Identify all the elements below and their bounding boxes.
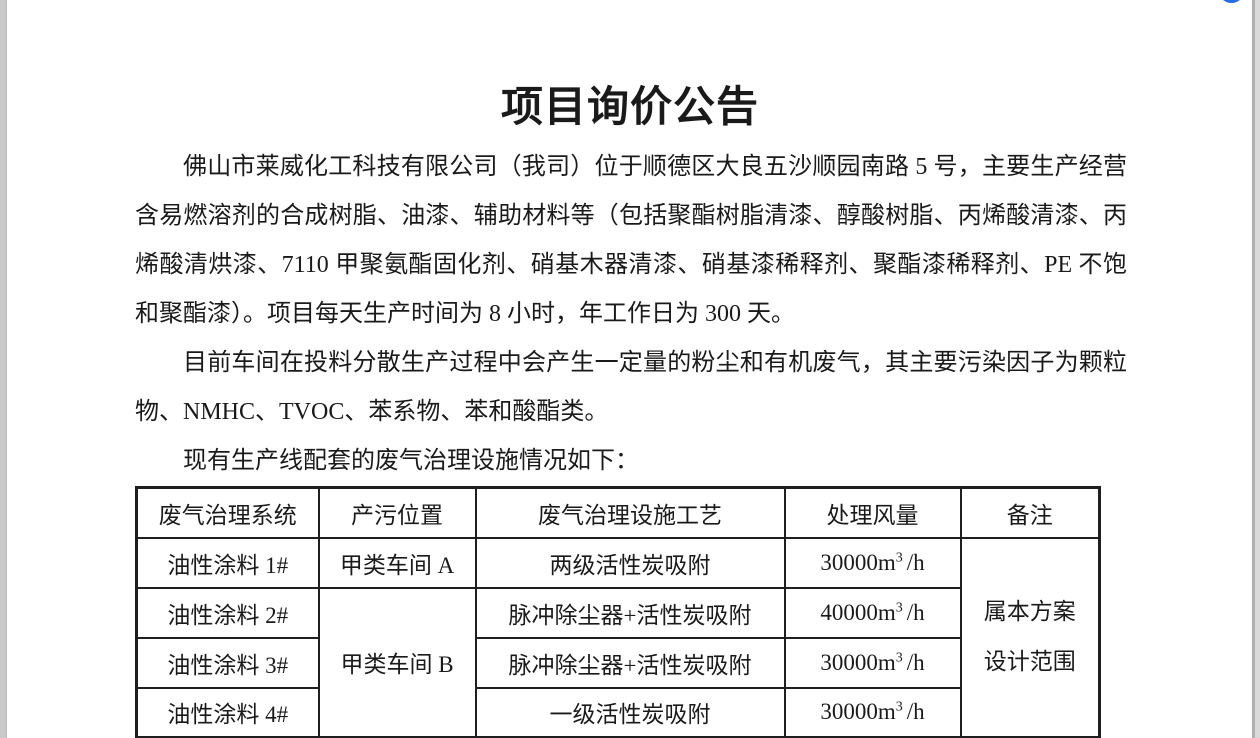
table-header-row: 废气治理系统 产污位置 废气治理设施工艺 处理风量 备注 bbox=[135, 486, 1101, 539]
document-title: 项目询价公告 bbox=[500, 85, 759, 131]
cell-location-merged: 甲类车间 B bbox=[317, 586, 477, 738]
paragraph-table-lead-in: 现有生产线配套的废气治理设施情况如下： bbox=[183, 448, 639, 474]
document-body: 佛山市莱威化工科技有限公司（我司）位于顺德区大良五沙顺园南路 5 号，主要生产经… bbox=[135, 143, 1127, 486]
scrollbar-track[interactable] bbox=[1252, 0, 1260, 738]
paragraph-company-intro: 佛山市莱威化工科技有限公司（我司）位于顺德区大良五沙顺园南路 5 号，主要生产经… bbox=[135, 154, 1127, 327]
table-row: 油性涂料 4# 一级活性炭吸附 30000m3/h bbox=[135, 686, 1100, 738]
paragraph-pollutants: 目前车间在投料分散生产过程中会产生一定量的粉尘和有机废气，其主要污染因子为颗粒物… bbox=[135, 350, 1127, 425]
exhaust-treatment-table: 废气治理系统 产污位置 废气治理设施工艺 处理风量 备注 油性涂料 1# 甲类车… bbox=[135, 486, 1101, 738]
cell-airflow: 30000m3/h bbox=[783, 636, 962, 689]
cell-location: 甲类车间 A bbox=[317, 536, 477, 589]
page-left-gutter bbox=[0, 0, 7, 738]
table-row: 油性涂料 3# 脉冲除尘器+活性炭吸附 30000m3/h bbox=[135, 636, 1100, 689]
floating-action-button[interactable] bbox=[1220, 0, 1243, 3]
cell-system: 油性涂料 4# bbox=[135, 686, 320, 738]
cell-system: 油性涂料 2# bbox=[135, 586, 320, 639]
header-system: 废气治理系统 bbox=[135, 486, 320, 539]
header-airflow: 处理风量 bbox=[783, 486, 962, 539]
cell-airflow: 30000m3/h bbox=[783, 536, 962, 589]
document-page: 项目询价公告 佛山市莱威化工科技有限公司（我司）位于顺德区大良五沙顺园南路 5 … bbox=[8, 0, 1252, 738]
exhaust-table-wrapper: 废气治理系统 产污位置 废气治理设施工艺 处理风量 备注 油性涂料 1# 甲类车… bbox=[135, 486, 1101, 738]
cell-process: 脉冲除尘器+活性炭吸附 bbox=[474, 636, 786, 689]
table-row: 油性涂料 1# 甲类车间 A 两级活性炭吸附 30000m3/h 属本方案 设计… bbox=[135, 536, 1101, 738]
cell-remark-merged: 属本方案 设计范围 bbox=[959, 536, 1101, 738]
cell-process: 一级活性炭吸附 bbox=[474, 686, 786, 738]
header-location: 产污位置 bbox=[317, 486, 477, 539]
cell-process: 两级活性炭吸附 bbox=[474, 536, 786, 589]
cell-process: 脉冲除尘器+活性炭吸附 bbox=[474, 586, 786, 639]
cell-airflow: 40000m3/h bbox=[783, 586, 962, 639]
cell-system: 油性涂料 3# bbox=[135, 636, 320, 689]
header-process: 废气治理设施工艺 bbox=[474, 486, 786, 539]
header-remark: 备注 bbox=[959, 486, 1101, 539]
table-row: 油性涂料 2# 甲类车间 B 脉冲除尘器+活性炭吸附 40000m3/h bbox=[135, 586, 1100, 738]
cell-airflow: 30000m3/h bbox=[783, 686, 962, 738]
cell-system: 油性涂料 1# bbox=[135, 536, 320, 589]
